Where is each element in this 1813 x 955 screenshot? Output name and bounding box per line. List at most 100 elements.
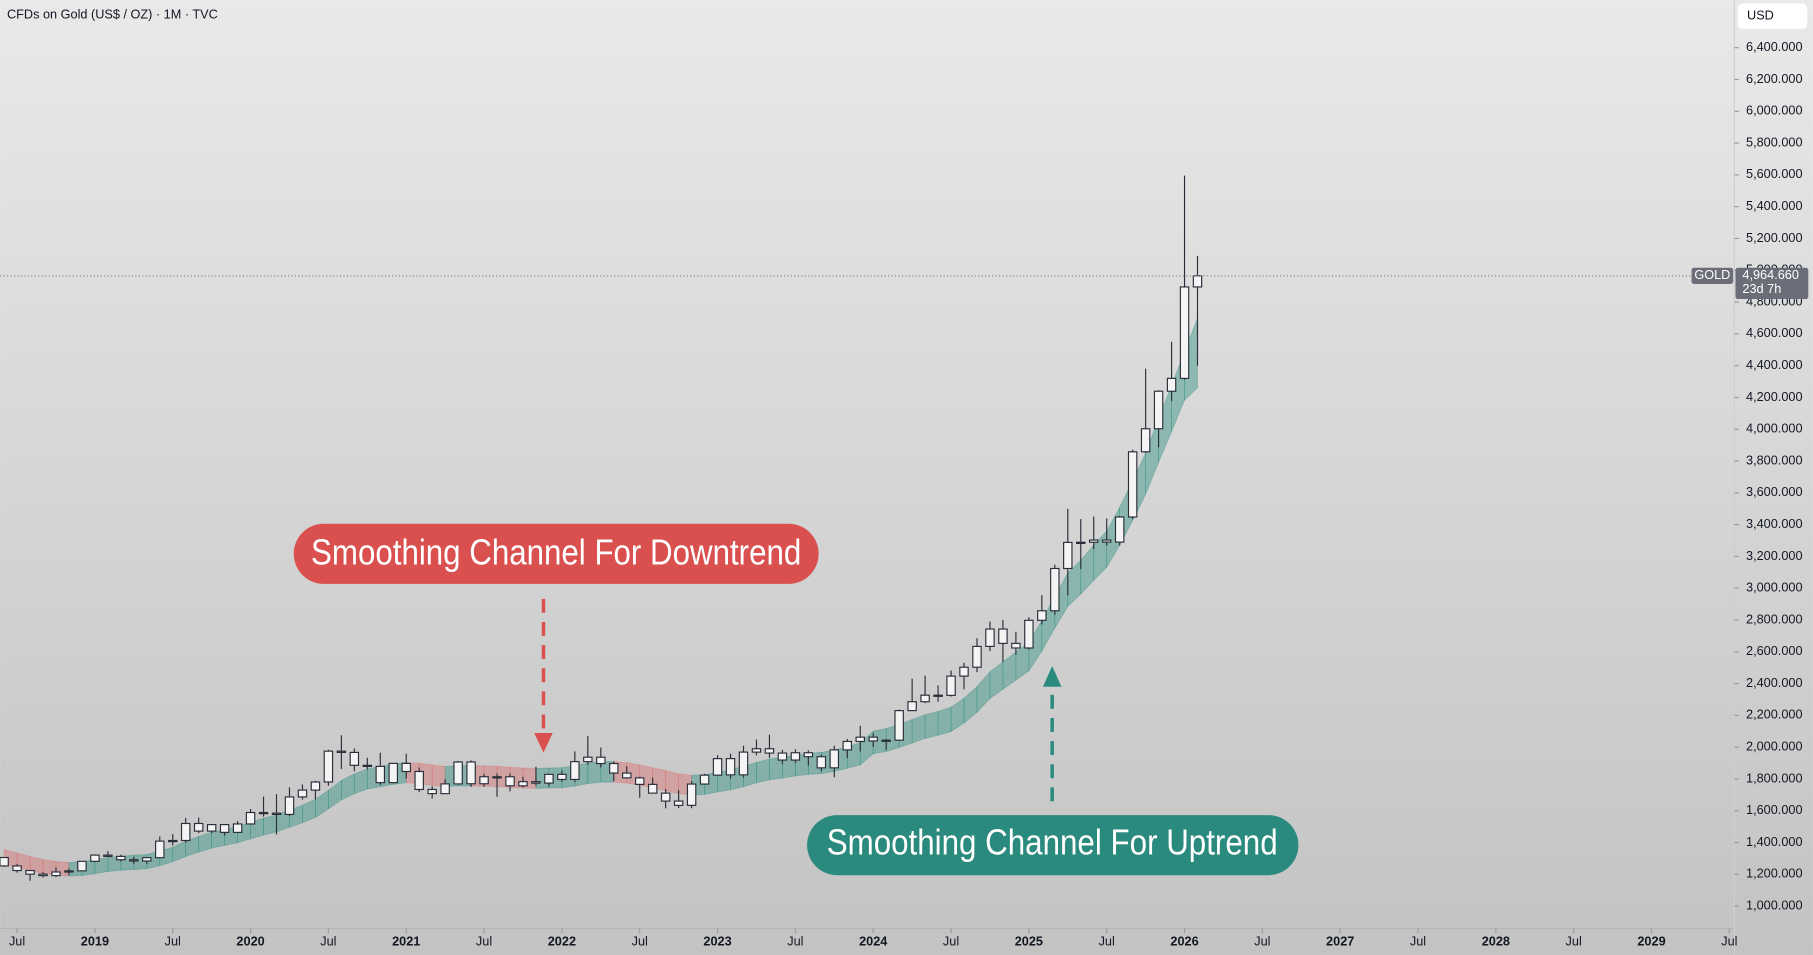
candle-body (258, 811, 269, 815)
y-tick-label: 1,800.000 (1746, 770, 1803, 785)
candle-body (660, 792, 671, 802)
x-tick-label: Jul (943, 934, 959, 949)
x-tick-label: 2027 (1326, 934, 1354, 949)
currency-button[interactable]: USD (1737, 3, 1808, 29)
candle-body (686, 783, 697, 806)
candle-body (1063, 541, 1073, 570)
candle-body (219, 824, 230, 833)
candle-body (842, 740, 853, 751)
y-tick-label: 4,200.000 (1746, 389, 1803, 404)
channel-segment (353, 768, 368, 795)
channel-segment (263, 814, 277, 836)
y-tick-label: 3,600.000 (1746, 484, 1803, 499)
candle-body (453, 761, 463, 785)
candle-body (946, 675, 956, 696)
candle-body (38, 873, 48, 877)
candle-body (414, 770, 424, 791)
candle-body (388, 762, 398, 784)
currency-button-bg[interactable] (1737, 3, 1808, 29)
candle-body (77, 860, 87, 872)
candle-body (1166, 377, 1177, 392)
candle-body (1076, 541, 1086, 544)
candle-body (803, 752, 814, 758)
y-tick-label: 4,000.000 (1746, 421, 1803, 436)
channel-segment (172, 840, 187, 863)
channel-segment (1028, 619, 1043, 673)
candle-body (544, 773, 554, 784)
x-tick-label: 2020 (236, 934, 264, 949)
candle-body (959, 666, 969, 677)
candle-body (699, 774, 710, 785)
candle-body (90, 854, 100, 862)
channel-segment (315, 789, 329, 819)
candle-body (855, 736, 865, 743)
channel-segment (976, 670, 991, 714)
x-tick-label: Jul (9, 934, 25, 949)
annotation-box (293, 523, 819, 584)
x-tick-label: Jul (320, 934, 336, 949)
x-tick-label: 2022 (548, 934, 576, 949)
candle-body (505, 776, 515, 787)
y-tick-label: 1,200.000 (1746, 866, 1803, 881)
y-tick-label: 3,000.000 (1746, 580, 1803, 595)
channel-segment (1002, 651, 1017, 690)
y-tick-label: 2,400.000 (1746, 675, 1803, 690)
candle-body (51, 871, 61, 877)
candle-body (232, 823, 243, 833)
channel-segment (989, 661, 1004, 700)
channel-segment (302, 798, 316, 824)
candle-body (881, 739, 891, 742)
channel-segment (1145, 418, 1159, 495)
candle-body (518, 781, 528, 787)
candle-body (998, 628, 1008, 644)
annotation-box (807, 815, 1299, 876)
uptrend-annotation: Smoothing Channel For Uptrend (807, 665, 1299, 876)
y-tick-label: 6,400.000 (1746, 39, 1803, 54)
channel-segment (1184, 317, 1198, 401)
y-tick-label: 4,400.000 (1746, 357, 1803, 372)
y-tick-label: 5,600.000 (1746, 166, 1803, 181)
candle-body (622, 772, 632, 779)
y-tick-label: 1,400.000 (1746, 834, 1803, 849)
y-tick-label: 2,200.000 (1746, 707, 1803, 722)
y-tick-label: 3,800.000 (1746, 452, 1803, 467)
candle-body (297, 789, 308, 798)
candle-body (673, 800, 684, 806)
channel-segment (1080, 544, 1095, 595)
candle-body (142, 857, 152, 862)
candles (0, 175, 1203, 881)
candle-body (609, 762, 619, 774)
channel-segment (963, 685, 978, 724)
candle-body (284, 796, 295, 816)
candle-body (725, 758, 736, 776)
candle-body (25, 869, 35, 875)
candle-body (894, 710, 904, 741)
candle-body (972, 645, 982, 668)
channel-segment (1158, 385, 1172, 463)
candle-body (1088, 539, 1099, 543)
x-tick-label: Jul (1566, 934, 1582, 949)
channel-segment (1093, 530, 1108, 582)
y-tick-label: 6,200.000 (1746, 71, 1803, 86)
candle-body (492, 776, 502, 779)
candle-body (738, 751, 749, 776)
candle-body (712, 758, 723, 776)
axes: 1,000.000 1,200.000 1,400.000 1,600.000 1,80… (9, 39, 1803, 949)
annotation-arrowhead (1042, 665, 1062, 687)
currency-label[interactable]: USD (1747, 8, 1774, 23)
x-tick-label: 2029 (1637, 934, 1665, 949)
candle-body (323, 750, 334, 783)
candle-body (427, 788, 437, 795)
candle-body (206, 824, 217, 832)
candle-body (583, 756, 593, 763)
y-tick-label: 2,800.000 (1746, 611, 1803, 626)
candle-body (829, 749, 840, 769)
y-tick-label: 2,600.000 (1746, 643, 1803, 658)
candle-body (349, 751, 360, 766)
y-tick-label: 5,400.000 (1746, 198, 1803, 213)
x-tick-label: Jul (632, 934, 648, 949)
